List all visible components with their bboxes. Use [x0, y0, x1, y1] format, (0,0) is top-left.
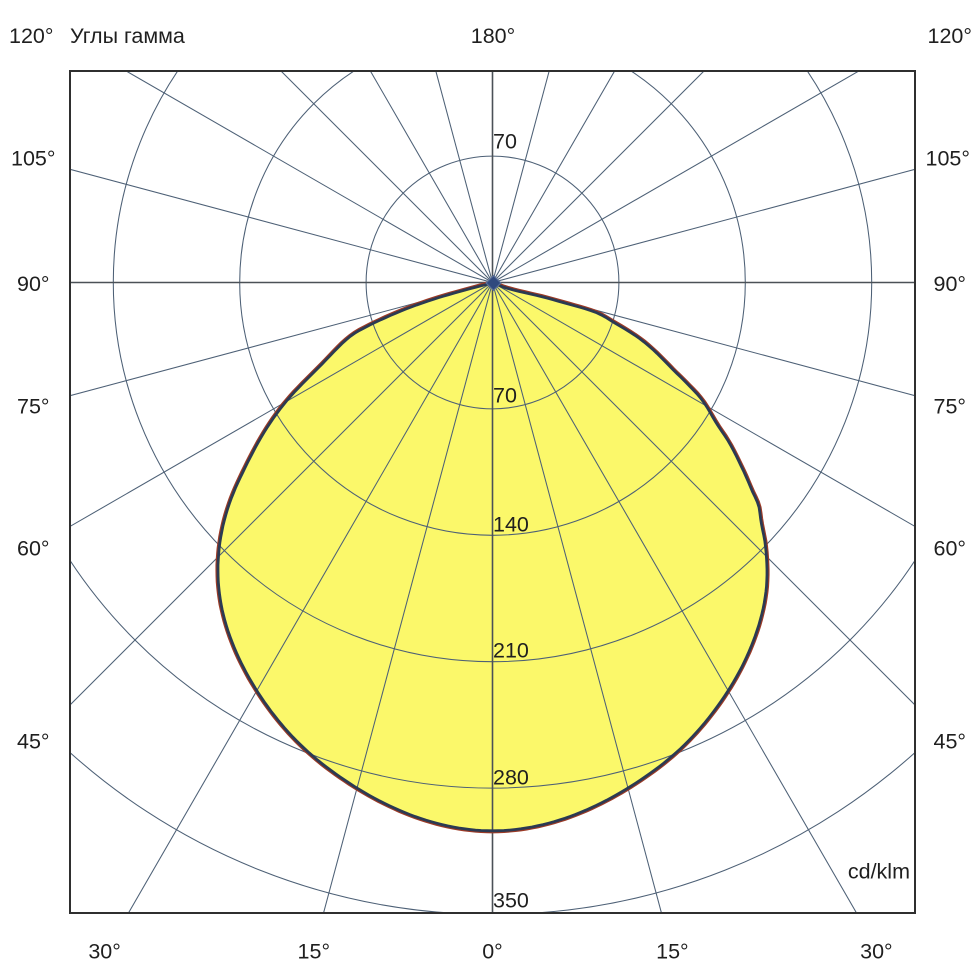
svg-text:Углы гамма: Углы гамма — [70, 24, 185, 48]
svg-text:280: 280 — [493, 766, 529, 790]
svg-text:15°: 15° — [298, 940, 331, 964]
svg-text:60°: 60° — [17, 537, 50, 561]
svg-text:75°: 75° — [933, 395, 966, 419]
svg-text:30°: 30° — [860, 940, 893, 964]
svg-text:90°: 90° — [933, 272, 966, 296]
svg-text:30°: 30° — [88, 940, 121, 964]
svg-text:120°: 120° — [928, 24, 972, 48]
svg-text:45°: 45° — [17, 730, 50, 754]
svg-text:45°: 45° — [933, 730, 966, 754]
svg-text:70: 70 — [493, 130, 517, 154]
svg-text:15°: 15° — [656, 940, 689, 964]
svg-text:180°: 180° — [471, 24, 515, 48]
svg-text:350: 350 — [493, 889, 529, 913]
svg-text:90°: 90° — [17, 272, 50, 296]
svg-text:120°: 120° — [9, 24, 53, 48]
svg-text:105°: 105° — [926, 147, 970, 171]
svg-text:cd/klm: cd/klm — [848, 860, 910, 884]
svg-text:0°: 0° — [482, 940, 503, 964]
svg-text:75°: 75° — [17, 395, 50, 419]
svg-text:105°: 105° — [11, 147, 55, 171]
svg-text:60°: 60° — [933, 537, 966, 561]
svg-text:210: 210 — [493, 639, 529, 663]
svg-text:140: 140 — [493, 513, 529, 537]
svg-text:70: 70 — [493, 384, 517, 408]
